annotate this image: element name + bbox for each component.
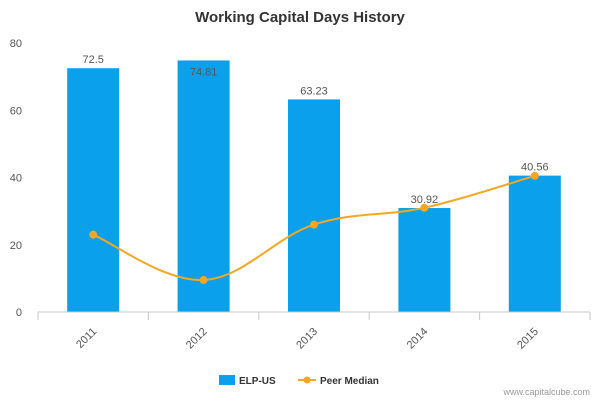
peer-median-point-2012 <box>199 276 208 285</box>
legend-marker-peer-median <box>303 376 311 384</box>
peer-median-point-2013 <box>310 220 318 229</box>
data-label-2014: 30.92 <box>411 194 439 206</box>
legend: ELP-US Peer Median <box>219 375 379 387</box>
y-tick-label: 40 <box>10 173 22 185</box>
peer-median-point-2015 <box>530 171 539 180</box>
bar-2013 <box>288 99 340 312</box>
bar-2015 <box>508 175 561 312</box>
x-axis: 2011 2012 2013 2014 2015 <box>37 311 591 352</box>
legend-label-elp-us: ELP-US <box>239 376 276 387</box>
peer-median-point-2014 <box>420 203 429 212</box>
data-labels: 72.5 74.81 63.23 30.92 40.56 <box>82 54 548 206</box>
data-label-2015: 40.56 <box>521 162 549 174</box>
y-tick-label: 20 <box>10 240 22 252</box>
y-tick-label: 0 <box>16 307 22 319</box>
y-tick-label: 80 <box>10 38 22 50</box>
bar-2011 <box>67 68 120 312</box>
bars <box>67 60 561 313</box>
peer-median-point-2011 <box>89 230 98 239</box>
x-tick-label-2014: 2014 <box>405 326 431 352</box>
chart-title: Working Capital Days History <box>195 9 405 26</box>
data-label-2011: 72.5 <box>82 54 103 66</box>
x-tick-label-2011: 2011 <box>74 326 99 351</box>
bar-2012 <box>177 60 230 313</box>
bar-2014 <box>398 208 451 312</box>
y-axis: 0 20 40 60 80 <box>10 38 22 319</box>
data-label-2012: 74.81 <box>190 66 218 78</box>
peer-median-line <box>89 171 539 285</box>
legend-swatch-elp-us <box>219 375 235 385</box>
x-tick-label-2012: 2012 <box>184 326 210 352</box>
x-tick-label-2013: 2013 <box>294 326 320 352</box>
data-label-2013: 63.23 <box>300 85 328 97</box>
y-tick-label: 60 <box>10 105 22 117</box>
x-tick-label-2015: 2015 <box>515 326 541 352</box>
credit-text: www.capitalcube.com <box>502 387 590 397</box>
legend-label-peer-median: Peer Median <box>320 376 379 387</box>
